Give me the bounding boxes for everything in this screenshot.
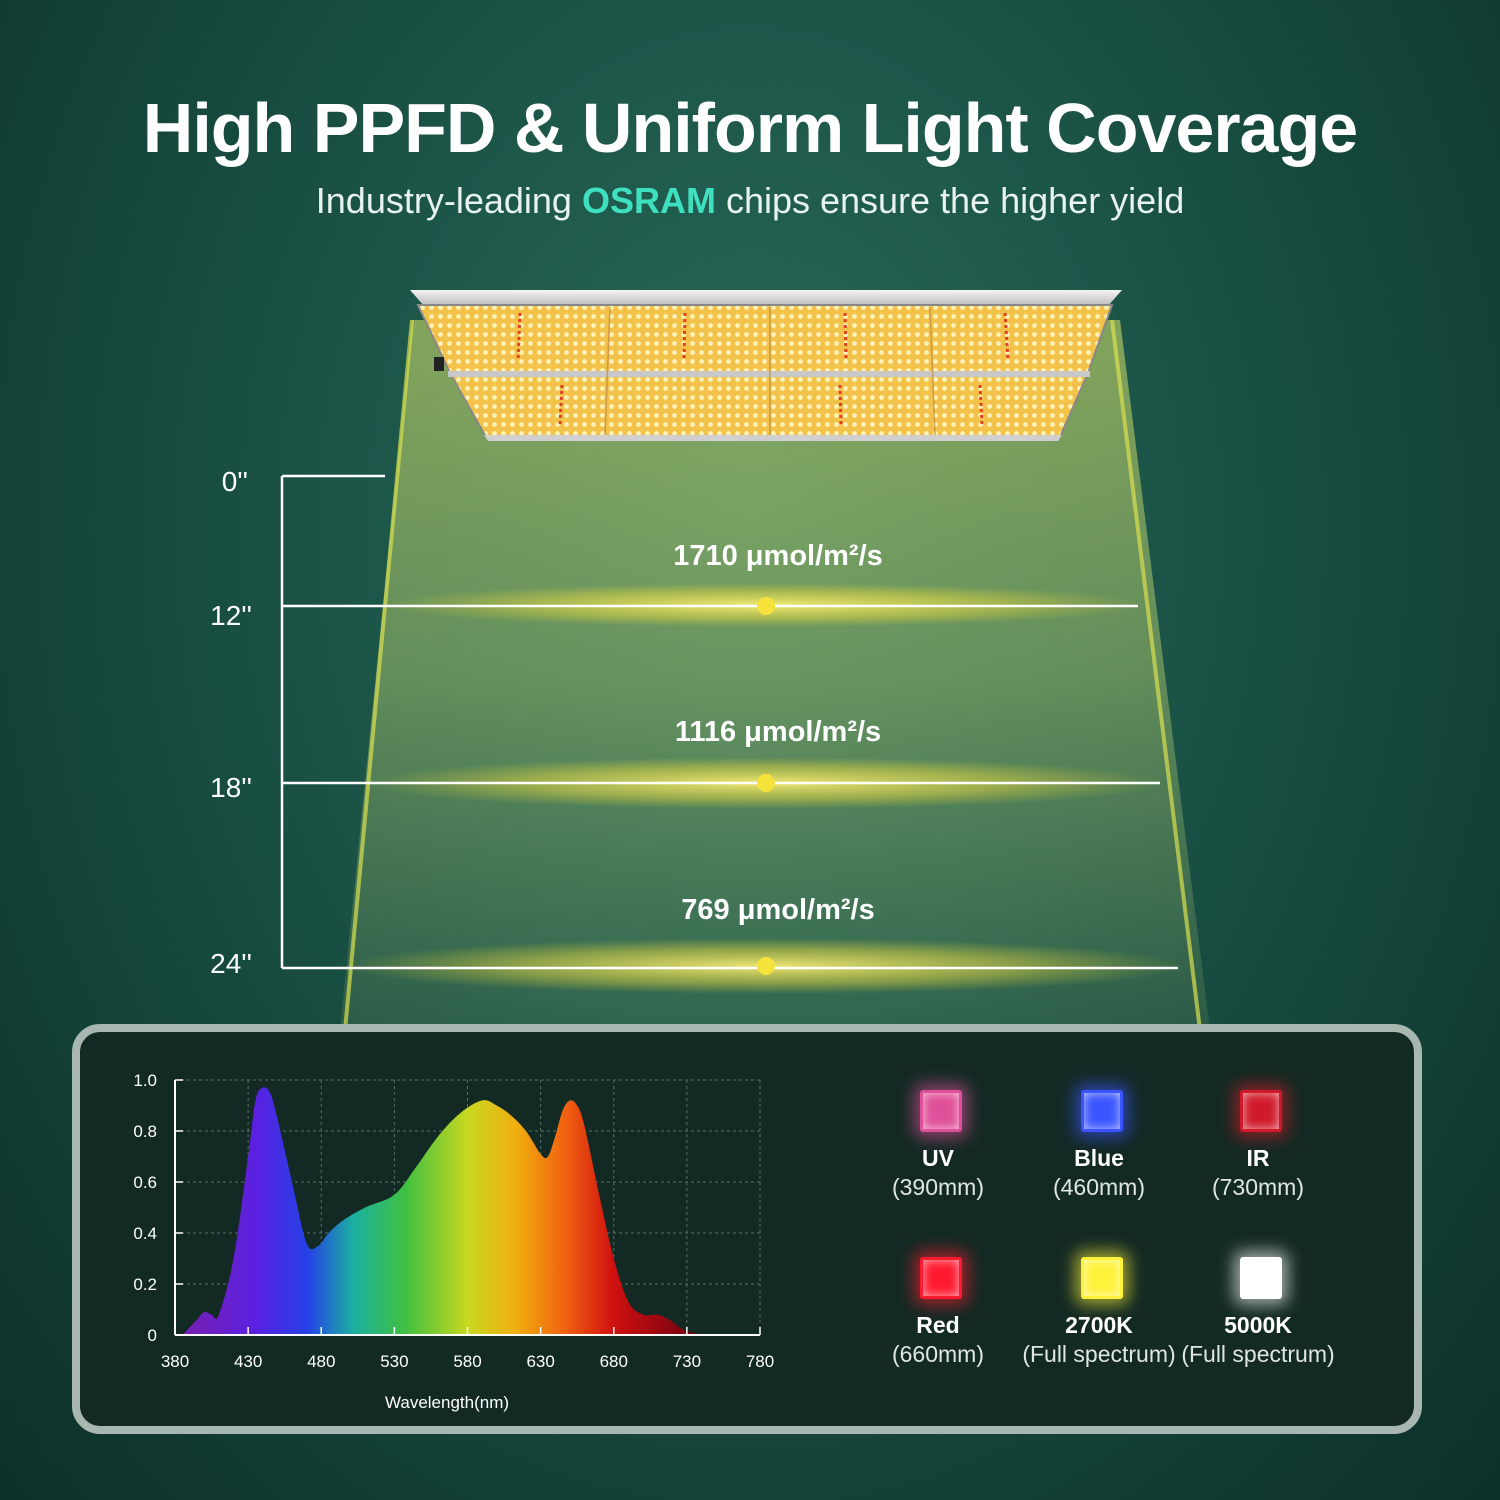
chip-label: IR (730mm) [1158, 1145, 1358, 1201]
y-tick-label: 0.2 [133, 1275, 157, 1294]
ppfd-value-18: 1116 μmol/m²/s [674, 716, 882, 748]
chip-label: 5000K (Full spectrum) [1158, 1312, 1358, 1368]
y-tick-label: 0.6 [133, 1173, 157, 1192]
chip-2700k-icon [1081, 1257, 1123, 1299]
page-subtitle: Industry-leading OSRAM chips ensure the … [0, 180, 1500, 222]
chip-ir-icon [1240, 1090, 1282, 1132]
height-label-12: 12'' [210, 600, 252, 631]
chip-name: 2700K [1065, 1312, 1133, 1338]
measure-dot-12 [757, 597, 775, 615]
x-tick-label: 730 [673, 1352, 701, 1371]
subtitle-post: chips ensure the higher yield [715, 180, 1185, 221]
brand-name: OSRAM [581, 180, 716, 221]
spectrum-chart: 380 430 480 530 580 630 680 730 780 0 0.2 0.4 0.6 0.8… [133, 1071, 774, 1412]
height-label-18: 18'' [210, 772, 252, 803]
x-tick-label: 380 [161, 1352, 189, 1371]
chart-axes [174, 1079, 761, 1336]
x-tick-label: 580 [453, 1352, 481, 1371]
x-tick-label: 530 [380, 1352, 408, 1371]
x-tick-label: 480 [307, 1352, 335, 1371]
chip-blue-icon [1081, 1090, 1123, 1132]
y-tick-label: 0.4 [133, 1224, 157, 1243]
chip-red-icon [920, 1257, 962, 1299]
chip-name: IR [1246, 1145, 1270, 1171]
subtitle-pre: Industry-leading [315, 180, 582, 221]
chip-label: UV (390mm) [838, 1145, 1038, 1201]
x-axis-label: Wavelength(nm) [385, 1393, 509, 1412]
chip-name: UV [922, 1145, 954, 1171]
x-tick-label: 430 [234, 1352, 262, 1371]
x-tick-label: 680 [600, 1352, 628, 1371]
chip-wavelength: (Full spectrum) [1022, 1341, 1176, 1367]
chip-wavelength: (460mm) [1052, 1174, 1145, 1200]
measure-dot-18 [757, 774, 775, 792]
chart-ticks: 380 430 480 530 580 630 680 730 780 0 0.2 0.4 0.6 0.8… [133, 1071, 774, 1371]
x-tick-label: 630 [526, 1352, 554, 1371]
chip-label: Blue (460mm) [999, 1145, 1199, 1201]
chip-5000k-icon [1240, 1257, 1282, 1299]
y-tick-label: 0 [148, 1326, 157, 1345]
y-tick-label: 0.8 [133, 1122, 157, 1141]
chip-name: Blue [1074, 1145, 1124, 1171]
led-grow-light-panel [410, 290, 1122, 441]
y-tick-label: 1.0 [133, 1071, 157, 1090]
chip-name: 5000K [1224, 1312, 1292, 1338]
page-title: High PPFD & Uniform Light Coverage [142, 89, 1358, 167]
height-label-0: 0'' [221, 466, 248, 497]
height-scale [280, 474, 1178, 970]
chip-wavelength: (Full spectrum) [1181, 1341, 1335, 1367]
chip-wavelength: (660mm) [891, 1341, 984, 1367]
chip-name: Red [916, 1312, 960, 1338]
ppfd-value-12: 1710 μmol/m²/s [673, 540, 883, 572]
x-tick-label: 780 [746, 1352, 774, 1371]
ppfd-value-24: 769 μmol/m²/s [681, 894, 875, 926]
chip-wavelength: (730mm) [1211, 1174, 1304, 1200]
measure-dot-24 [757, 957, 775, 975]
chip-label: Red (660mm) [838, 1312, 1038, 1368]
chip-wavelength: (390mm) [891, 1174, 984, 1200]
spectrum-area [182, 1087, 702, 1335]
height-label-24: 24'' [210, 948, 252, 979]
chip-label: 2700K (Full spectrum) [999, 1312, 1199, 1368]
chip-uv-icon [920, 1090, 962, 1132]
